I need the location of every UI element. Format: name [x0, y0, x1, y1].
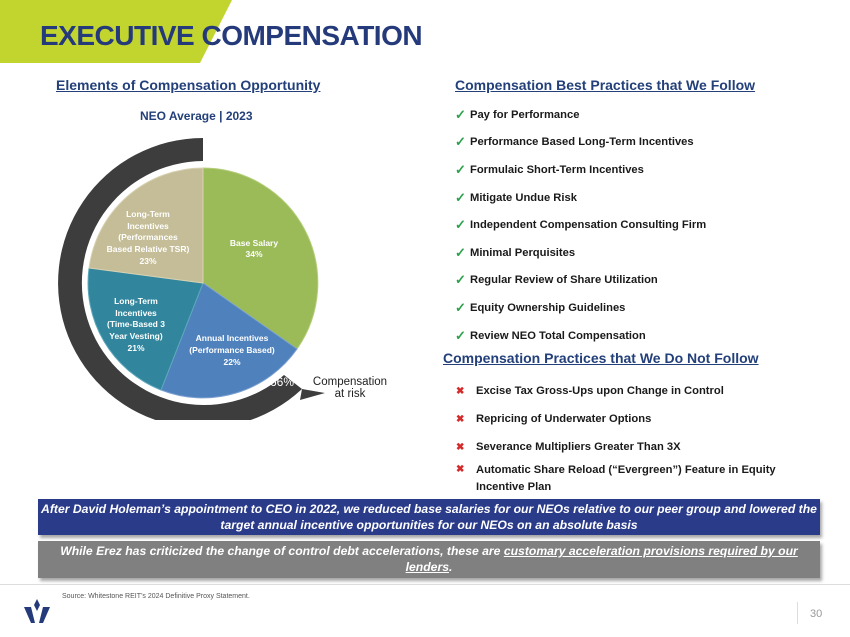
list-item: ✓ Equity Ownership Guidelines	[455, 299, 626, 315]
list-item: ✓ Minimal Perquisites	[455, 244, 576, 260]
callout-blue: After David Holeman’s appointment to CEO…	[38, 499, 820, 535]
chart-subtitle: NEO Average | 2023	[140, 109, 253, 123]
svg-text:22%: 22%	[223, 357, 240, 367]
svg-text:Incentives: Incentives	[115, 308, 157, 318]
x-icon: ✖	[456, 385, 465, 397]
pie-chart: Base Salary 34% Annual Incentives (Perfo…	[58, 138, 387, 420]
check-icon: ✓	[455, 244, 466, 260]
svg-text:23%: 23%	[139, 256, 156, 266]
at-risk-arc	[58, 138, 302, 420]
svg-text:(Performance Based): (Performance Based)	[189, 345, 275, 355]
page-title: EXECUTIVE COMPENSATION	[40, 20, 423, 52]
label-lti-time: Long-Term	[114, 296, 158, 306]
check-icon: ✓	[455, 217, 466, 233]
list-item: ✖ Repricing of Underwater Options	[456, 413, 652, 425]
best-practices-heading: Compensation Best Practices that We Foll…	[455, 77, 756, 93]
x-icon: ✖	[456, 464, 465, 475]
page-number-divider	[797, 602, 798, 624]
slice-lti-time	[87, 267, 204, 391]
list-item: ✓ Performance Based Long-Term Incentives	[455, 134, 694, 150]
label-lti-tsr: Long-Term	[126, 209, 170, 219]
svg-text:(Time-Based 3: (Time-Based 3	[107, 319, 165, 329]
list-item: ✓ Pay for Performance	[455, 106, 580, 122]
label-base-salary: Base Salary	[230, 238, 278, 248]
svg-text:Based Relative TSR): Based Relative TSR)	[107, 244, 190, 254]
list-item: ✖ Automatic Share Reload (“Evergreen”) Fe…	[456, 463, 776, 476]
check-icon: ✓	[455, 189, 466, 205]
title-part2: COMPENSATION	[194, 20, 423, 51]
header-accent-banner	[0, 0, 232, 63]
list-item: ✖ Severance Multipliers Greater Than 3X	[456, 441, 681, 453]
check-icon: ✓	[455, 327, 466, 343]
callout-gray: While Erez has criticized the change of …	[38, 541, 820, 578]
svg-text:Incentives: Incentives	[127, 221, 169, 231]
check-icon: ✓	[455, 106, 466, 122]
list-item-continued: Incentive Plan	[476, 480, 552, 493]
label-annual: Annual Incentives	[196, 333, 269, 343]
slice-base-salary	[202, 167, 319, 350]
company-logo-icon	[24, 599, 50, 623]
risk-label-2: at risk	[335, 388, 366, 400]
not-follow-list: ✖ Excise Tax Gross-Ups upon Change in Con…	[443, 377, 776, 495]
title-part1: EXECUTIVE	[40, 20, 195, 51]
check-icon: ✓	[455, 272, 466, 288]
source-note: Source: Whitestone REIT’s 2024 Definitiv…	[62, 593, 250, 600]
check-icon: ✓	[455, 161, 466, 177]
check-icon: ✓	[455, 134, 466, 150]
footer-divider	[0, 584, 850, 585]
svg-text:(Performances: (Performances	[118, 232, 178, 242]
svg-text:34%: 34%	[245, 249, 262, 259]
list-item: ✖ Excise Tax Gross-Ups upon Change in Con…	[456, 385, 724, 397]
check-icon: ✓	[455, 299, 466, 315]
list-item: ✓ Review NEO Total Compensation	[455, 327, 646, 343]
list-item: ✓ Mitigate Undue Risk	[455, 189, 577, 205]
page-number: 30	[810, 608, 823, 620]
svg-text:21%: 21%	[127, 343, 144, 353]
not-follow-heading: Compensation Practices that We Do Not Fo…	[443, 350, 759, 366]
x-icon: ✖	[456, 413, 465, 425]
risk-label-1: Compensation	[313, 376, 387, 388]
slice-lti-tsr	[88, 167, 204, 284]
list-item: ✓ Formulaic Short-Term Incentives	[455, 161, 644, 177]
best-practices-list: ✓ Pay for Performance ✓ Performance Based …	[455, 101, 706, 349]
risk-percent: 66%	[270, 375, 294, 389]
list-item: ✓ Regular Review of Share Utilization	[455, 272, 658, 288]
slice-annual-incentives	[160, 282, 298, 399]
x-icon: ✖	[456, 441, 465, 453]
svg-text:Year Vesting): Year Vesting)	[109, 331, 163, 341]
elements-heading: Elements of Compensation Opportunity	[56, 77, 321, 93]
list-item: ✓ Independent Compensation Consulting Fir…	[455, 217, 707, 233]
